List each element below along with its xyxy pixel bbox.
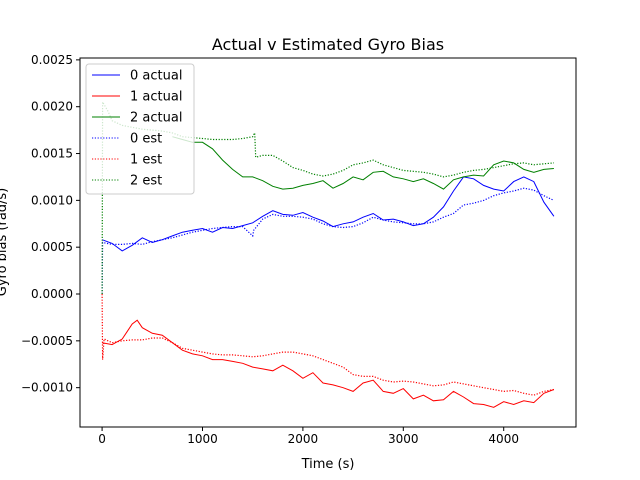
x-tick-label: 4000 <box>488 432 519 446</box>
series-line-1-actual <box>102 319 555 408</box>
x-axis-label: Time (s) <box>301 457 355 472</box>
y-tick-label: 0.0005 <box>31 240 73 254</box>
legend-label: 2 actual <box>130 111 182 126</box>
x-tick-label: 3000 <box>388 432 419 446</box>
x-tick-label: 2000 <box>288 432 319 446</box>
legend-label: 0 est <box>130 132 162 147</box>
series-line-0-actual <box>101 176 555 252</box>
axes-frame <box>79 57 577 428</box>
y-tick-label: 0.0025 <box>31 53 73 67</box>
plot-area: 0 1000 2000 3000 4000 −0.0010 −0.0005 0.0000 0.… <box>21 53 577 446</box>
y-tick-label: −0.0005 <box>21 334 73 348</box>
y-tick-label: 0.0010 <box>31 193 73 207</box>
legend-label: 1 est <box>130 153 162 168</box>
chart-title: Actual v Estimated Gyro Bias <box>212 35 444 54</box>
y-tick-label: −0.0010 <box>21 381 73 395</box>
series-line-0-est <box>101 187 555 295</box>
legend: 0 actual 1 actual 2 actual 0 est 1 est 2 est <box>85 63 195 195</box>
x-tick-label: 1000 <box>187 432 218 446</box>
x-axis-ticks: 0 1000 2000 3000 4000 <box>98 427 519 446</box>
y-tick-label: 0.0015 <box>31 147 73 161</box>
y-axis-label: Gyro bias (rad/s) <box>0 188 10 297</box>
x-tick-label: 0 <box>98 432 106 446</box>
legend-label: 0 actual <box>130 69 182 84</box>
series-line-1-est <box>101 293 555 396</box>
y-tick-label: 0.0020 <box>31 100 73 114</box>
y-axis-ticks: −0.0010 −0.0005 0.0000 0.0005 0.0010 0.0015 0.… <box>21 53 80 395</box>
legend-label: 2 est <box>130 174 162 189</box>
legend-label: 1 actual <box>130 90 182 105</box>
y-tick-label: 0.0000 <box>31 287 73 301</box>
